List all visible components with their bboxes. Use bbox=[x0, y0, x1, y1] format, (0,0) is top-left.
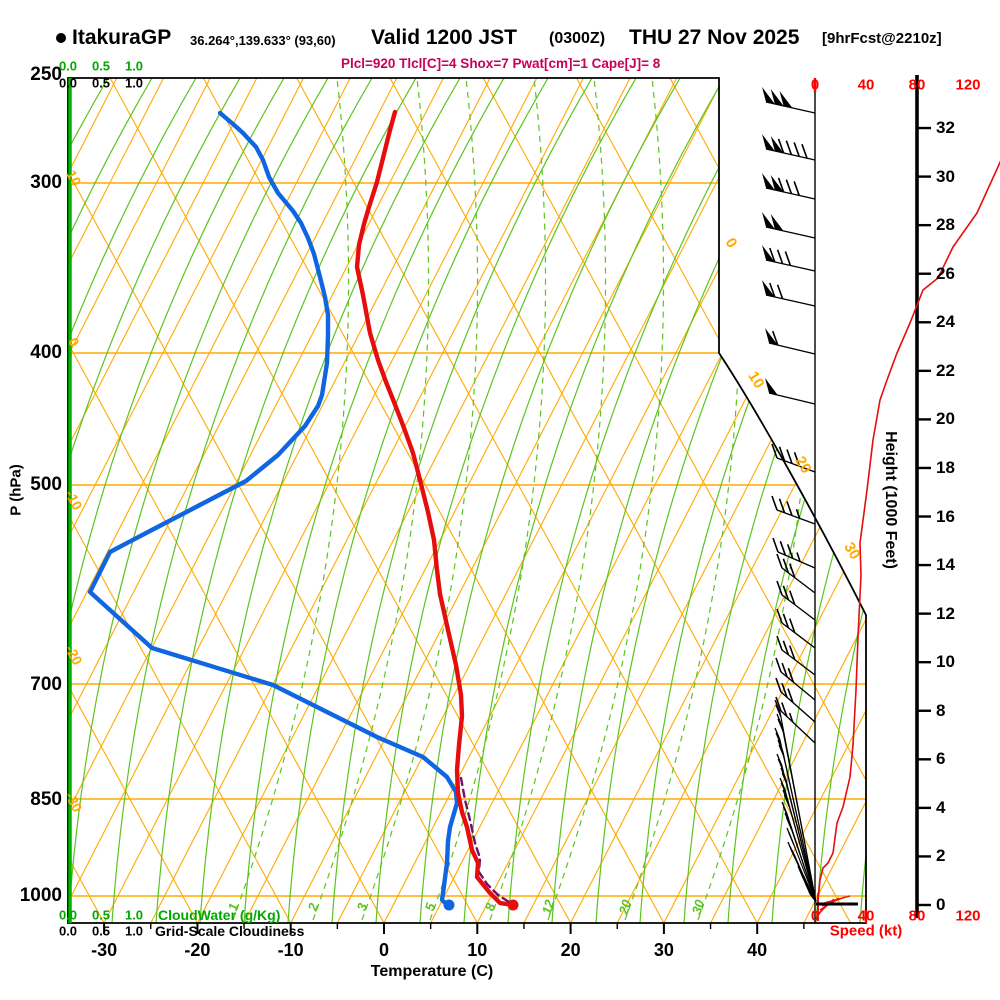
height-tick-10: 10 bbox=[936, 652, 955, 672]
cloud-scale-bottom-black-0.0: 0.0 bbox=[58, 923, 78, 939]
temperature-tick-10: 10 bbox=[467, 940, 488, 960]
temperature-tick--10: -10 bbox=[277, 940, 304, 960]
speed-axis-title: Speed (kt) bbox=[829, 922, 903, 940]
height-tick-16: 16 bbox=[936, 506, 955, 526]
valid-zulu: (0300Z) bbox=[549, 30, 606, 47]
speed-tick-top-0: 0 bbox=[810, 76, 820, 94]
height-tick-30: 30 bbox=[936, 166, 955, 186]
pressure-tick-850: 850 bbox=[30, 788, 62, 810]
stability-indices: Plcl=920 Tlcl[C]=4 Shox=7 Pwat[cm]=1 Cap… bbox=[341, 56, 661, 71]
speed-tick-top-80: 80 bbox=[908, 76, 926, 94]
cloud-scale-top-green-0.0: 0.0 bbox=[58, 58, 78, 74]
height-tick-6: 6 bbox=[936, 749, 946, 769]
temperature-tick-30: 30 bbox=[653, 940, 674, 960]
temperature-tick--20: -20 bbox=[184, 940, 211, 960]
cloud-scale-bottom-black-0.5: 0.5 bbox=[91, 923, 111, 939]
height-axis-title: Height (1000 Feet) bbox=[882, 431, 899, 569]
pressure-tick-500: 500 bbox=[30, 474, 62, 496]
cloud-scale-bottom-green-1.0: 1.0 bbox=[124, 907, 144, 923]
speed-tick-top-40: 40 bbox=[857, 76, 875, 94]
cloud-scale-bottom-black-1.0: 1.0 bbox=[124, 923, 144, 939]
cloud-scale-top-black-0.5: 0.5 bbox=[91, 75, 111, 91]
speed-tick-bottom-0: 0 bbox=[810, 907, 820, 925]
height-tick-24: 24 bbox=[936, 312, 955, 332]
height-tick-12: 12 bbox=[936, 603, 955, 623]
cloud-scale-bottom-green-0.5: 0.5 bbox=[91, 907, 111, 923]
cloudiness-label: Grid-Scale Cloudiness bbox=[155, 923, 305, 939]
cloud-scale-top-green-0.5: 0.5 bbox=[91, 58, 111, 74]
speed-tick-bottom-40: 40 bbox=[857, 907, 875, 925]
height-tick-22: 22 bbox=[936, 360, 955, 380]
pressure-tick-400: 400 bbox=[30, 342, 62, 364]
pressure-tick-1000: 1000 bbox=[19, 884, 62, 906]
height-tick-20: 20 bbox=[936, 409, 955, 429]
temperature-tick--30: -30 bbox=[91, 940, 118, 960]
height-tick-28: 28 bbox=[936, 215, 955, 235]
valid-date: THU 27 Nov 2025 bbox=[629, 26, 800, 49]
cloud-scale-bottom-green-0.0: 0.0 bbox=[58, 907, 78, 923]
height-tick-2: 2 bbox=[936, 846, 946, 866]
height-tick-14: 14 bbox=[936, 555, 955, 575]
height-tick-0: 0 bbox=[936, 895, 946, 914]
speed-tick-top-120: 120 bbox=[955, 76, 981, 94]
height-tick-18: 18 bbox=[936, 457, 955, 477]
forecast-reference: [9hrFcst@2210z] bbox=[822, 30, 942, 47]
height-tick-8: 8 bbox=[936, 700, 946, 720]
height-tick-26: 26 bbox=[936, 263, 955, 283]
station-name: ItakuraGP bbox=[72, 26, 172, 49]
speed-tick-bottom-120: 120 bbox=[955, 907, 981, 925]
temperature-tick-20: 20 bbox=[560, 940, 581, 960]
cloud-scale-top-black-0.0: 0.0 bbox=[58, 75, 78, 91]
cloudwater-label: CloudWater (g/Kg) bbox=[158, 907, 281, 923]
height-tick-32: 32 bbox=[936, 118, 955, 138]
station-marker-icon bbox=[56, 33, 66, 43]
pressure-tick-700: 700 bbox=[30, 673, 62, 695]
temperature-axis-title: Temperature (C) bbox=[370, 963, 494, 980]
temperature-tick-0: 0 bbox=[378, 940, 390, 960]
valid-time: Valid 1200 JST bbox=[371, 26, 517, 49]
pressure-tick-250: 250 bbox=[30, 63, 62, 85]
pressure-tick-300: 300 bbox=[30, 171, 62, 193]
cloud-scale-top-green-1.0: 1.0 bbox=[124, 58, 144, 74]
cloud-scale-top-black-1.0: 1.0 bbox=[124, 75, 144, 91]
station-coords: 36.264°,139.633° (93,60) bbox=[190, 33, 336, 48]
temperature-tick-40: 40 bbox=[747, 940, 768, 960]
height-tick-4: 4 bbox=[936, 797, 946, 817]
speed-tick-bottom-80: 80 bbox=[908, 907, 926, 925]
